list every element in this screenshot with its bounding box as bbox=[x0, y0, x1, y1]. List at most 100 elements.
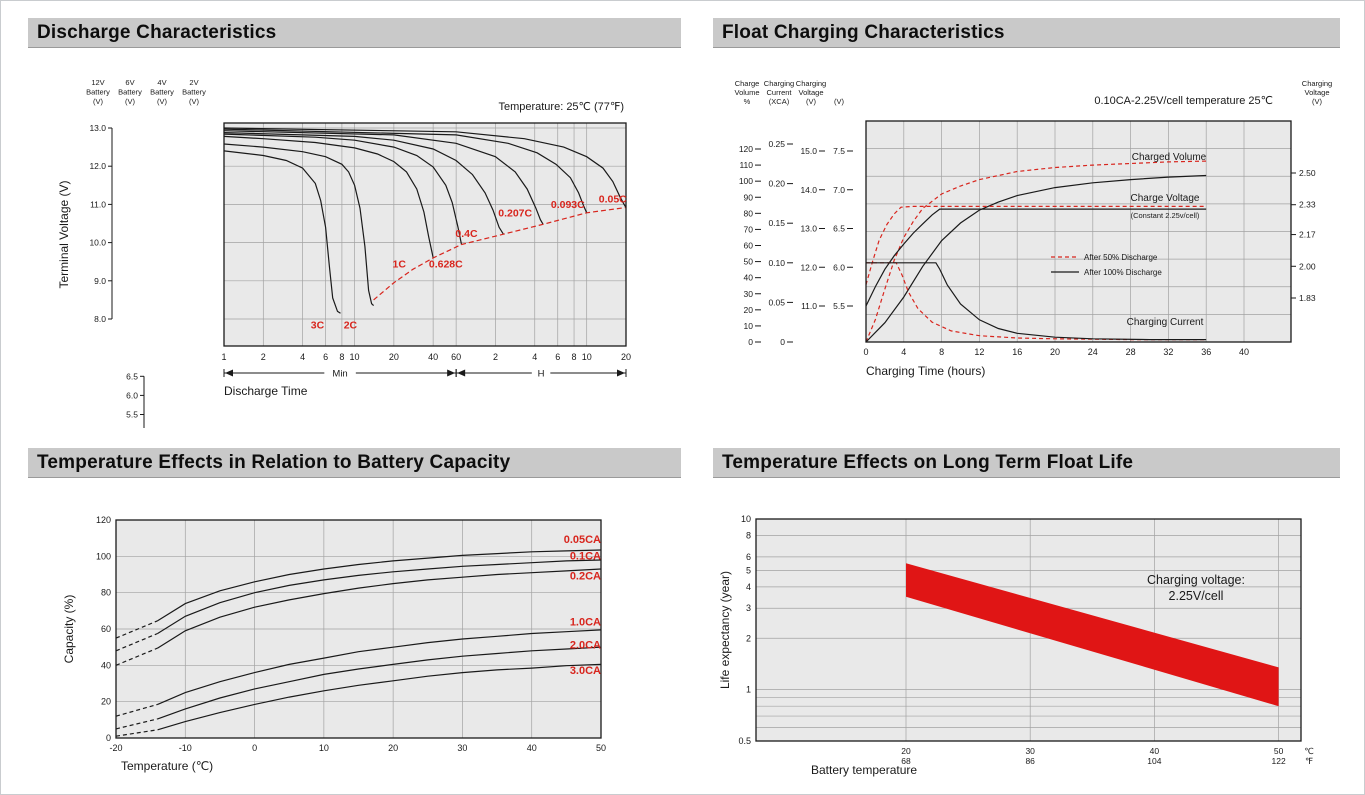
svg-text:20: 20 bbox=[901, 746, 911, 756]
svg-text:Charging: Charging bbox=[1302, 79, 1332, 88]
svg-text:Charge: Charge bbox=[735, 79, 760, 88]
svg-text:5.5: 5.5 bbox=[126, 410, 138, 420]
svg-text:Voltage: Voltage bbox=[1304, 88, 1329, 97]
svg-text:40: 40 bbox=[1150, 746, 1160, 756]
svg-text:0: 0 bbox=[863, 347, 868, 357]
svg-text:8: 8 bbox=[746, 531, 751, 541]
svg-text:10: 10 bbox=[741, 514, 751, 524]
svg-text:0.2CA: 0.2CA bbox=[570, 570, 601, 582]
panel-discharge: Discharge Characteristics 1 2 4 6 8 10 20 40 60 2… bbox=[28, 18, 681, 428]
svg-text:36: 36 bbox=[1201, 347, 1211, 357]
svg-text:10: 10 bbox=[350, 352, 360, 362]
svg-text:6V: 6V bbox=[125, 78, 134, 87]
svg-text:Current: Current bbox=[766, 88, 792, 97]
svg-text:(V): (V) bbox=[93, 97, 104, 106]
svg-text:(XCA): (XCA) bbox=[769, 97, 790, 106]
svg-text:0.207C: 0.207C bbox=[498, 208, 532, 220]
svg-text:6.5: 6.5 bbox=[833, 224, 845, 234]
svg-text:7.5: 7.5 bbox=[833, 146, 845, 156]
svg-text:(V): (V) bbox=[834, 97, 845, 106]
svg-text:20: 20 bbox=[101, 697, 111, 707]
float-charging-panel-title: Float Charging Characteristics bbox=[722, 21, 1005, 43]
svg-text:30: 30 bbox=[457, 743, 467, 753]
svg-text:10.0: 10.0 bbox=[89, 238, 106, 248]
svg-text:11.0: 11.0 bbox=[801, 301, 817, 311]
float-life-chart-svg: 1086543210.5206830864010450122℃℉Charging… bbox=[718, 514, 1314, 777]
svg-text:40: 40 bbox=[1239, 347, 1249, 357]
svg-text:2.00: 2.00 bbox=[1299, 261, 1316, 271]
svg-text:16: 16 bbox=[1012, 347, 1022, 357]
svg-text:30: 30 bbox=[744, 289, 754, 299]
svg-text:60: 60 bbox=[744, 241, 754, 251]
svg-text:0.15: 0.15 bbox=[768, 218, 785, 228]
svg-text:(V): (V) bbox=[157, 97, 168, 106]
svg-text:40: 40 bbox=[527, 743, 537, 753]
temp-capacity-chart-svg: -20 -10 0 10 20 30 40 50 0 20 40 60 80 100 120 0.05CA 0.… bbox=[62, 515, 606, 773]
svg-text:3.0CA: 3.0CA bbox=[570, 665, 601, 677]
svg-text:6: 6 bbox=[323, 352, 328, 362]
svg-text:2: 2 bbox=[746, 633, 751, 643]
svg-text:2V: 2V bbox=[189, 78, 198, 87]
temp-capacity-panel-title: Temperature Effects in Relation to Batte… bbox=[37, 451, 511, 473]
svg-text:(V): (V) bbox=[189, 97, 200, 106]
svg-text:0.4C: 0.4C bbox=[455, 228, 478, 240]
discharge-panel-header: Discharge Characteristics bbox=[28, 18, 681, 48]
svg-text:0.05CA: 0.05CA bbox=[564, 534, 601, 546]
svg-text:6.5: 6.5 bbox=[126, 371, 138, 381]
svg-text:11.0: 11.0 bbox=[90, 199, 106, 209]
svg-text:40: 40 bbox=[101, 660, 111, 670]
discharge-panel-title: Discharge Characteristics bbox=[37, 21, 277, 43]
svg-text:0: 0 bbox=[748, 337, 753, 347]
svg-text:5.5: 5.5 bbox=[833, 301, 845, 311]
svg-text:8: 8 bbox=[572, 352, 577, 362]
svg-text:6.0: 6.0 bbox=[833, 262, 845, 272]
svg-text:0.093C: 0.093C bbox=[551, 199, 585, 211]
svg-text:0: 0 bbox=[252, 743, 257, 753]
svg-text:20: 20 bbox=[388, 743, 398, 753]
svg-text:Battery temperature: Battery temperature bbox=[811, 763, 917, 777]
svg-text:13.0: 13.0 bbox=[89, 123, 106, 133]
svg-text:12.0: 12.0 bbox=[800, 262, 817, 272]
svg-text:Charging voltage:: Charging voltage: bbox=[1147, 573, 1245, 587]
svg-text:10: 10 bbox=[744, 321, 754, 331]
svg-text:1C: 1C bbox=[393, 258, 407, 270]
svg-text:0.05C: 0.05C bbox=[599, 193, 627, 205]
svg-text:0.20: 0.20 bbox=[768, 179, 785, 189]
svg-text:12: 12 bbox=[974, 347, 984, 357]
svg-text:40: 40 bbox=[744, 273, 754, 283]
svg-text:10: 10 bbox=[582, 352, 592, 362]
svg-text:2: 2 bbox=[261, 352, 266, 362]
svg-text:(V): (V) bbox=[1312, 97, 1323, 106]
svg-text:12.0: 12.0 bbox=[89, 161, 106, 171]
svg-text:4: 4 bbox=[300, 352, 305, 362]
svg-text:8.0: 8.0 bbox=[94, 314, 106, 324]
svg-text:Charging Time (hours): Charging Time (hours) bbox=[866, 364, 985, 378]
svg-text:86: 86 bbox=[1025, 756, 1035, 766]
svg-text:5: 5 bbox=[746, 565, 751, 575]
svg-text:50: 50 bbox=[1274, 746, 1284, 756]
svg-text:Life expectancy (year): Life expectancy (year) bbox=[718, 571, 732, 689]
svg-text:20: 20 bbox=[389, 352, 399, 362]
panel-float-charging: Float Charging Characteristics 0 4 8 12 16 20… bbox=[713, 18, 1340, 428]
svg-text:0: 0 bbox=[780, 337, 785, 347]
svg-text:90: 90 bbox=[744, 192, 754, 202]
svg-text:Terminal Voltage (V): Terminal Voltage (V) bbox=[57, 180, 71, 288]
svg-text:4: 4 bbox=[532, 352, 537, 362]
svg-text:H: H bbox=[538, 369, 545, 380]
svg-text:%: % bbox=[744, 97, 751, 106]
svg-text:8: 8 bbox=[339, 352, 344, 362]
svg-text:-10: -10 bbox=[179, 743, 192, 753]
svg-text:4: 4 bbox=[746, 582, 751, 592]
svg-text:2C: 2C bbox=[344, 320, 358, 332]
svg-text:9.0: 9.0 bbox=[94, 276, 106, 286]
svg-text:10: 10 bbox=[319, 743, 329, 753]
svg-text:60: 60 bbox=[451, 352, 461, 362]
panel-float-life: Temperature Effects on Long Term Float L… bbox=[713, 448, 1340, 778]
svg-text:50: 50 bbox=[596, 743, 606, 753]
svg-text:0.628C: 0.628C bbox=[429, 258, 463, 270]
svg-text:14.0: 14.0 bbox=[800, 185, 817, 195]
svg-text:68: 68 bbox=[901, 756, 911, 766]
svg-text:After 50% Discharge: After 50% Discharge bbox=[1084, 253, 1158, 262]
svg-text:0.1CA: 0.1CA bbox=[570, 550, 601, 562]
